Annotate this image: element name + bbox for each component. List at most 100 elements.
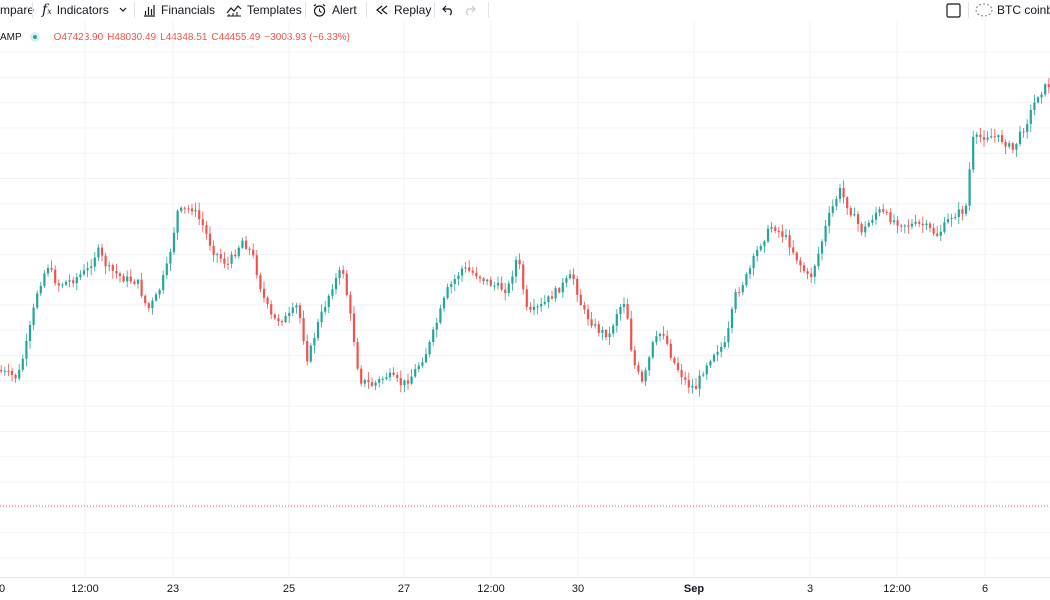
- candle-up: [990, 136, 993, 138]
- candle-up: [878, 209, 881, 213]
- alert-button[interactable]: Alert: [312, 0, 357, 20]
- candle-down: [111, 265, 114, 271]
- candle-up: [338, 270, 341, 278]
- candle-down: [1022, 131, 1025, 133]
- symbol-exchange-text[interactable]: AMP: [0, 31, 22, 43]
- time-axis-label: 0: [0, 583, 6, 595]
- compare-button[interactable]: mpare: [0, 0, 34, 20]
- candle-up: [28, 325, 32, 341]
- candle-up: [986, 137, 989, 140]
- candle-up: [946, 219, 950, 223]
- candle-down: [255, 255, 258, 276]
- candle-up: [374, 382, 377, 386]
- financials-button[interactable]: Financials: [143, 0, 215, 20]
- candle-up: [432, 329, 435, 342]
- candle-up: [309, 345, 312, 362]
- chart-type-dropdown[interactable]: [119, 0, 127, 20]
- undo-button[interactable]: [442, 0, 455, 20]
- candle-up: [532, 306, 536, 310]
- candle-down: [277, 318, 280, 322]
- templates-icon: [226, 4, 242, 17]
- candle-up: [136, 279, 140, 284]
- candlestick-chart[interactable]: [0, 20, 1050, 577]
- candle-up: [972, 136, 975, 170]
- candle-up: [655, 336, 658, 343]
- open-value-group: O47423.90: [54, 32, 104, 43]
- candle-up: [385, 377, 388, 379]
- time-axis-label: 25: [282, 583, 296, 595]
- undo-icon: [442, 4, 455, 16]
- candle-up: [853, 214, 856, 216]
- candle-down: [302, 318, 305, 342]
- candle-down: [133, 281, 136, 284]
- candle-up: [608, 333, 611, 338]
- redo-button[interactable]: [463, 0, 476, 20]
- market-status-icon[interactable]: [29, 32, 40, 42]
- close-value: 44455.49: [218, 31, 261, 43]
- candle-down: [781, 231, 784, 237]
- symbol-search-button[interactable]: BTC coinba: [975, 0, 1050, 20]
- candle-down: [54, 269, 57, 284]
- indicators-label: Indicators: [56, 3, 109, 17]
- candle-down: [104, 255, 107, 267]
- candle-down: [932, 227, 935, 234]
- candle-up: [284, 316, 287, 322]
- candle-down: [7, 370, 10, 372]
- candle-up: [446, 286, 449, 298]
- candle-up: [230, 254, 233, 264]
- replay-label: Replay: [394, 3, 432, 17]
- candle-down: [10, 370, 14, 375]
- templates-label: Templates: [247, 3, 302, 17]
- candle-up: [838, 188, 842, 199]
- indicators-button[interactable]: fx Indicators: [42, 0, 109, 20]
- candle-down: [489, 279, 492, 286]
- candle-up: [691, 386, 694, 388]
- candle-up: [734, 292, 737, 310]
- fullscreen-button[interactable]: [946, 0, 961, 20]
- candle-up: [43, 273, 46, 286]
- redo-icon: [463, 4, 476, 16]
- time-axis[interactable]: 0 12:00 23 25 27 12:00 30 Sep 3 12:00 6: [0, 577, 1050, 600]
- candle-down: [205, 225, 208, 234]
- time-axis-label: 12:00: [883, 583, 911, 595]
- candle-up: [439, 308, 442, 323]
- candle-up: [457, 275, 460, 280]
- candle-down: [579, 294, 582, 305]
- candle-down: [979, 134, 982, 138]
- candle-up: [90, 266, 93, 269]
- candle-up: [817, 253, 820, 266]
- candle-down: [504, 289, 507, 293]
- candle-down: [259, 275, 262, 289]
- candle-up: [82, 270, 86, 275]
- replay-button[interactable]: Replay: [375, 0, 431, 20]
- candle-up: [831, 206, 834, 213]
- candle-up: [442, 298, 446, 309]
- candle-down: [885, 211, 888, 213]
- candle-down: [1047, 84, 1050, 88]
- candle-down: [799, 260, 802, 266]
- toolbar-divider: [305, 2, 306, 18]
- candle-down: [273, 314, 276, 319]
- candle-up: [486, 279, 489, 282]
- candle-down: [525, 289, 528, 307]
- candle-up: [828, 212, 831, 226]
- candle-down: [468, 267, 471, 271]
- candle-up: [745, 274, 748, 286]
- candle-up: [39, 285, 42, 294]
- candle-down: [810, 273, 813, 277]
- candle-up: [507, 283, 510, 293]
- candle-down: [860, 223, 863, 233]
- change-value: −3003.93 (−6.33%): [264, 31, 350, 43]
- candle-down: [1000, 135, 1004, 142]
- candle-down: [252, 249, 255, 256]
- candle-up: [968, 169, 971, 206]
- templates-button[interactable]: Templates: [226, 0, 302, 20]
- candle-up: [241, 240, 244, 248]
- candle-down: [306, 341, 309, 362]
- candle-down: [550, 296, 554, 299]
- candle-down: [360, 368, 363, 384]
- candle-up: [975, 134, 978, 137]
- candle-down: [518, 259, 521, 265]
- candle-down: [795, 252, 798, 261]
- time-axis-label: 30: [571, 583, 585, 595]
